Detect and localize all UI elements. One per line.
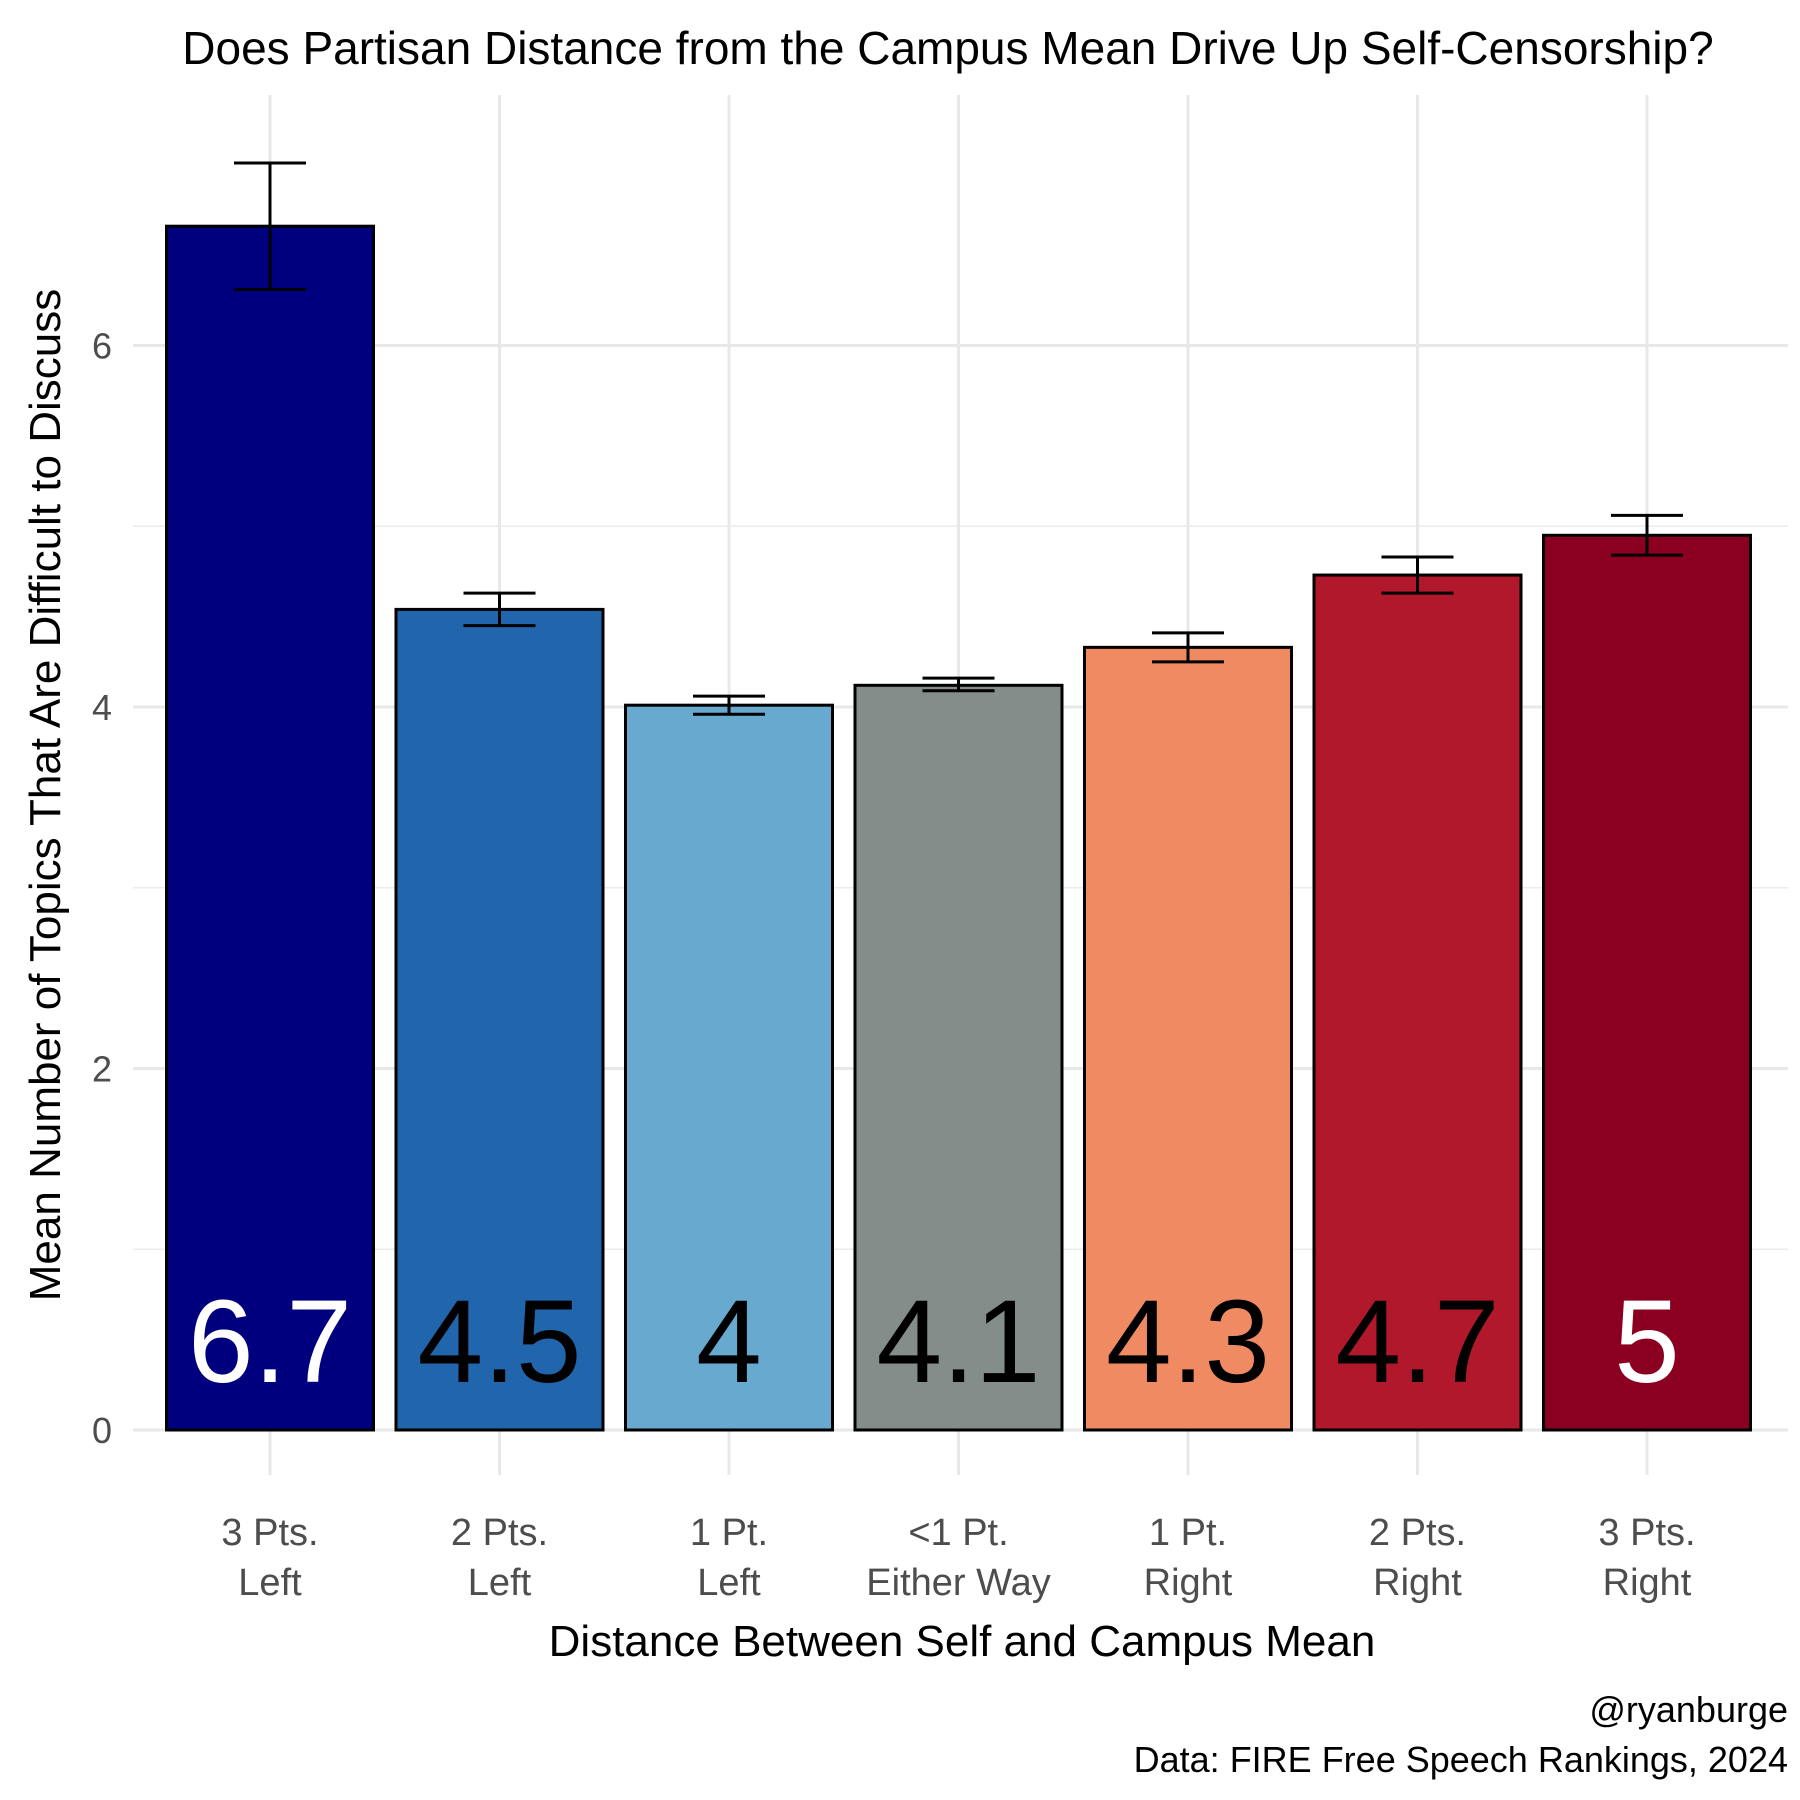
bar	[394, 607, 605, 1432]
bar-value-labels: 6.7 4.5 4 4.1 4.3 4.7 5	[188, 1276, 1680, 1408]
x-tick-label-line: 3 Pts.	[1598, 1512, 1695, 1554]
x-tick-label-line: Left	[697, 1562, 761, 1604]
bar-value-label: 6.7	[188, 1276, 352, 1408]
x-tick-label-line: <1 Pt.	[908, 1512, 1008, 1554]
x-tick-label-line: Right	[1603, 1562, 1692, 1604]
y-tick-label: 4	[92, 687, 112, 728]
y-axis-title: Mean Number of Topics That Are Difficult…	[21, 289, 70, 1301]
error-bars	[234, 161, 1683, 716]
x-tick-label-line: Either Way	[866, 1562, 1050, 1604]
x-axis-ticks: 3 Pts. Left 2 Pts. Left 1 Pt. Left <1 Pt. Eithe…	[221, 1512, 1695, 1604]
bar-value-label: 4.3	[1106, 1276, 1270, 1408]
x-tick-label: 2 Pts. Left	[451, 1512, 548, 1604]
bar	[1312, 573, 1523, 1432]
caption-author: @ryanburge	[1589, 1689, 1788, 1730]
error-bar	[1381, 555, 1454, 595]
x-tick-label-line: Left	[238, 1562, 302, 1604]
x-tick-label: 2 Pts. Right	[1369, 1512, 1466, 1604]
x-tick-label: 3 Pts. Right	[1598, 1512, 1695, 1604]
y-tick-label: 6	[92, 326, 112, 367]
error-bar	[463, 591, 536, 628]
x-tick-label-line: Left	[468, 1562, 532, 1604]
bar	[1542, 533, 1752, 1432]
bar-value-label: 4.5	[417, 1276, 581, 1408]
x-tick-label-line: Right	[1373, 1562, 1462, 1604]
bar	[624, 703, 834, 1432]
x-tick-label: <1 Pt. Either Way	[866, 1512, 1050, 1604]
error-bar	[693, 694, 765, 716]
x-tick-label-line: Right	[1144, 1562, 1233, 1604]
chart-title: Does Partisan Distance from the Campus M…	[182, 22, 1713, 74]
x-tick-label-line: 1 Pt.	[690, 1512, 768, 1554]
error-bar	[922, 676, 995, 693]
error-bar	[1152, 631, 1224, 664]
x-tick-label: 1 Pt. Right	[1144, 1512, 1233, 1604]
y-axis-ticks: 0 2 4 6	[92, 326, 112, 1452]
bars	[165, 224, 1752, 1432]
x-tick-label-line: 3 Pts.	[221, 1512, 318, 1554]
y-tick-label: 0	[92, 1410, 112, 1451]
error-bar	[1611, 513, 1683, 557]
x-tick-label-line: 2 Pts.	[451, 1512, 548, 1554]
x-axis-title: Distance Between Self and Campus Mean	[549, 1617, 1376, 1666]
caption-source: Data: FIRE Free Speech Rankings, 2024	[1134, 1739, 1788, 1780]
bar	[1083, 645, 1293, 1432]
error-bar	[234, 161, 306, 291]
x-tick-label-line: 1 Pt.	[1149, 1512, 1227, 1554]
bar-value-label: 4.1	[876, 1276, 1040, 1408]
bar	[853, 683, 1064, 1432]
bar	[165, 224, 375, 1432]
x-tick-label-line: 2 Pts.	[1369, 1512, 1466, 1554]
x-tick-label: 1 Pt. Left	[690, 1512, 768, 1604]
bar-value-label: 4.7	[1335, 1276, 1499, 1408]
bar-value-label: 4	[696, 1276, 762, 1408]
y-tick-label: 2	[92, 1049, 112, 1090]
bar-value-label: 5	[1614, 1276, 1680, 1408]
x-tick-label: 3 Pts. Left	[221, 1512, 318, 1604]
